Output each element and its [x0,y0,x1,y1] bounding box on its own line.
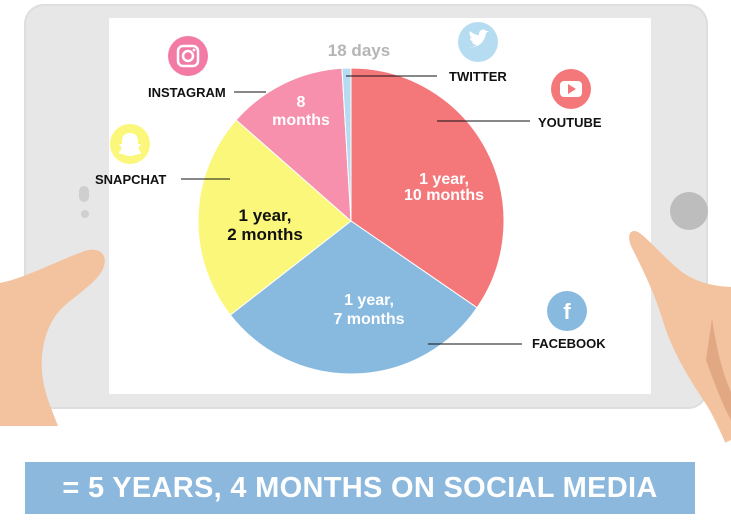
summary-banner: = 5 YEARS, 4 MONTHS ON SOCIAL MEDIA [25,462,695,514]
instagram-icon [168,36,208,76]
value-label-snapchat-2: 2 months [227,225,303,244]
value-label-instagram-1: 8 [297,94,306,111]
legend-label-snapchat: SNAPCHAT [95,172,166,187]
legend-label-instagram: INSTAGRAM [148,85,226,100]
pie-slice-youtube [350,67,505,309]
sensor-icon [81,210,89,218]
pie-slice-twitter [341,67,352,222]
left-sleeve [0,420,58,462]
value-label-twitter: 18 days [328,41,390,60]
snapchat-icon [110,124,150,164]
legend-label-youtube: YOUTUBE [538,115,602,130]
twitter-icon [458,22,498,62]
pie-slice-instagram [235,67,352,223]
right-hand [629,230,731,456]
left-hand [0,249,105,426]
summary-banner-text: = 5 YEARS, 4 MONTHS ON SOCIAL MEDIA [62,471,658,504]
legend-label-twitter: TWITTER [449,69,507,84]
home-button[interactable] [670,192,708,230]
value-label-instagram-2: months [272,112,330,129]
value-label-snapchat-1: 1 year, [239,206,292,225]
value-label-youtube-2: 10 months [404,187,484,204]
camera-icon [79,186,89,202]
value-label-youtube-1: 1 year, [419,171,469,188]
right-sleeve [705,440,731,500]
value-label-facebook-1: 1 year, [344,292,394,309]
pie-slice-snapchat [197,119,352,316]
legend-label-facebook: FACEBOOK [532,336,606,351]
pie-slice-facebook [229,220,478,375]
value-label-facebook-2: 7 months [333,311,404,328]
right-hand-shadow [706,318,731,420]
facebook-icon: f [547,291,587,331]
youtube-icon [551,69,591,109]
facebook-glyph: f [563,299,571,324]
